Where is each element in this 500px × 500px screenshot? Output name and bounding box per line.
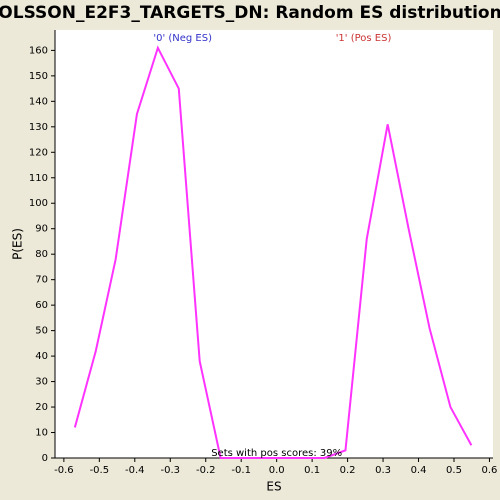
x-tick-label: 0.2 <box>340 465 356 476</box>
annotation: '1' (Pos ES) <box>336 33 392 44</box>
y-tick-label: 30 <box>35 377 48 388</box>
x-tick-label: 0.3 <box>375 465 391 476</box>
y-tick-label: 110 <box>29 173 48 184</box>
x-tick-label: -0.2 <box>196 465 216 476</box>
y-tick-label: 70 <box>35 275 48 286</box>
x-axis-label: ES <box>266 480 281 494</box>
y-tick-label: 0 <box>42 453 48 464</box>
x-tick-label: 0.6 <box>482 465 498 476</box>
y-tick-label: 140 <box>29 96 48 107</box>
y-tick-label: 10 <box>35 428 48 439</box>
y-tick-label: 120 <box>29 147 48 158</box>
x-tick-label: 0.0 <box>269 465 285 476</box>
x-tick-label: -0.4 <box>125 465 145 476</box>
y-tick-label: 80 <box>35 249 48 260</box>
y-tick-label: 40 <box>35 351 48 362</box>
chart-title: OLSSON_E2F3_TARGETS_DN: Random ES distri… <box>0 3 500 23</box>
x-tick-label: -0.5 <box>90 465 110 476</box>
series-line <box>73 45 473 459</box>
y-tick-label: 160 <box>29 45 48 56</box>
plot-area <box>55 30 493 458</box>
y-tick-label: 90 <box>35 224 48 235</box>
x-tick-label: -0.3 <box>161 465 181 476</box>
y-tick-label: 50 <box>35 326 48 337</box>
y-tick-label: 150 <box>29 71 48 82</box>
y-tick-label: 130 <box>29 122 48 133</box>
x-tick-label: -0.1 <box>231 465 251 476</box>
y-tick-label: 20 <box>35 402 48 413</box>
annotation: Sets with pos scores: 39% <box>211 448 342 459</box>
annotation: '0' (Neg ES) <box>153 33 212 44</box>
y-tick-label: 100 <box>29 198 48 209</box>
y-tick-label: 60 <box>35 300 48 311</box>
x-tick-label: -0.6 <box>54 465 74 476</box>
y-axis-label: P(ES) <box>11 228 25 260</box>
x-tick-label: 0.5 <box>446 465 462 476</box>
x-tick-label: 0.4 <box>411 465 427 476</box>
x-tick-label: 0.1 <box>304 465 320 476</box>
